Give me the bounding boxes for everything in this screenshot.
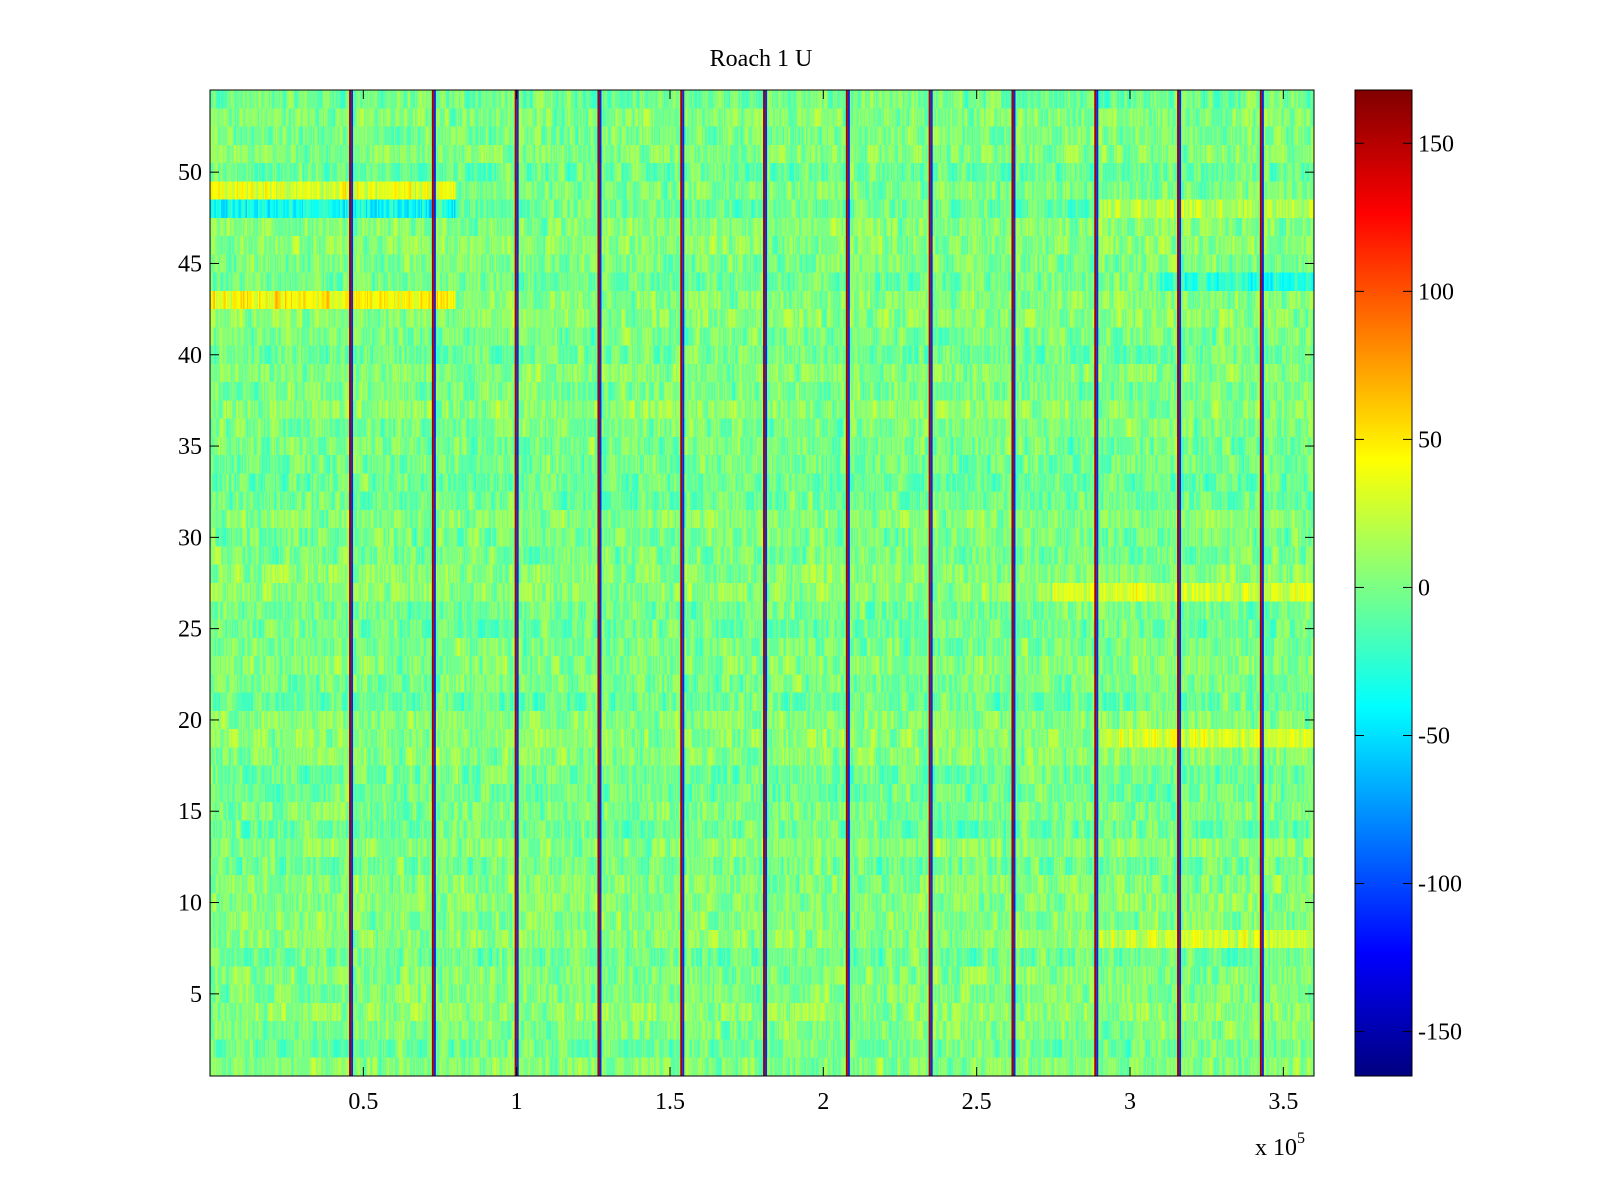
event-line-blue [682,90,685,1076]
x-exponent-power: 5 [1297,1130,1305,1147]
colorbar-frame [1354,89,1413,1077]
colorbar-gradient [1355,90,1412,1076]
event-line-red [431,90,434,1076]
event-line-red [349,90,352,1076]
event-line [763,90,768,1076]
event-line [1094,90,1099,1076]
y-axis: 5 10 15 20 25 30 35 40 45 50 [178,160,1314,1008]
event-line [928,90,933,1076]
event-line [514,90,519,1076]
chart-title: Roach 1 U [710,46,813,72]
event-line-blue [351,90,354,1076]
colorbar-tick-label: 0 [1418,575,1430,601]
x-exponent-label: x 105 [1255,1130,1305,1161]
y-tick-label: 10 [178,891,202,917]
colorbar-ticks: -150 -100 -50 0 50 100 150 [1355,131,1462,1046]
x-tick-label: 2.5 [962,1089,992,1115]
colorbar-tick-label: -50 [1418,723,1450,749]
event-line-red [1177,90,1180,1076]
event-line-red [845,90,848,1076]
event-line-red [1011,90,1014,1076]
event-line-blue [1261,90,1264,1076]
y-tick-label: 15 [178,799,202,825]
event-line [1259,90,1264,1076]
event-line-blue [1013,90,1016,1076]
event-line-red [1094,90,1097,1076]
event-line-blue [433,90,436,1076]
event-line-red [763,90,766,1076]
colorbar-tick-label: 150 [1418,131,1454,157]
event-line-red [597,90,600,1076]
event-line-blue [1096,90,1099,1076]
x-tick-label: 1 [511,1089,523,1115]
plot-area: 0.5 1 1.5 2 2.5 3 3.5 5 10 15 20 25 30 35 40 45 50 x 10… [178,89,1315,1161]
event-line-blue [599,90,602,1076]
colorbar: -150 -100 -50 0 50 100 150 [1354,89,1462,1077]
y-tick-label: 30 [178,525,202,551]
event-line [1177,90,1182,1076]
event-line-red [514,90,517,1076]
event-line [431,90,436,1076]
plot-frame [209,89,1315,1077]
event-line [349,90,354,1076]
y-tick-label: 50 [178,160,202,186]
x-axis: 0.5 1 1.5 2 2.5 3 3.5 [348,90,1298,1115]
event-lines [349,90,1264,1076]
colorbar-tick-label: 100 [1418,279,1454,305]
x-tick-label: 3.5 [1268,1089,1298,1115]
event-line-blue [847,90,850,1076]
colorbar-tick-label: 50 [1418,427,1442,453]
colorbar-tick-label: -100 [1418,872,1462,898]
y-tick-label: 5 [190,982,202,1008]
event-line-red [1259,90,1262,1076]
event-line [845,90,850,1076]
heatmap-image [210,90,1314,1076]
x-tick-label: 0.5 [348,1089,378,1115]
event-line-blue [765,90,768,1076]
x-tick-label: 3 [1124,1089,1136,1115]
event-line-blue [930,90,933,1076]
y-tick-label: 40 [178,343,202,369]
event-line [1011,90,1016,1076]
x-tick-label: 1.5 [655,1089,685,1115]
event-line-red [680,90,683,1076]
x-tick-label: 2 [817,1089,829,1115]
y-tick-label: 45 [178,251,202,277]
y-tick-label: 25 [178,617,202,643]
event-line-blue [1179,90,1182,1076]
event-line-blue [516,90,519,1076]
event-line [597,90,602,1076]
colorbar-tick-label: -150 [1418,1020,1462,1046]
y-tick-label: 20 [178,708,202,734]
y-tick-label: 35 [178,434,202,460]
event-line-red [928,90,931,1076]
event-line [680,90,685,1076]
x-exponent-base: x 10 [1255,1135,1297,1161]
